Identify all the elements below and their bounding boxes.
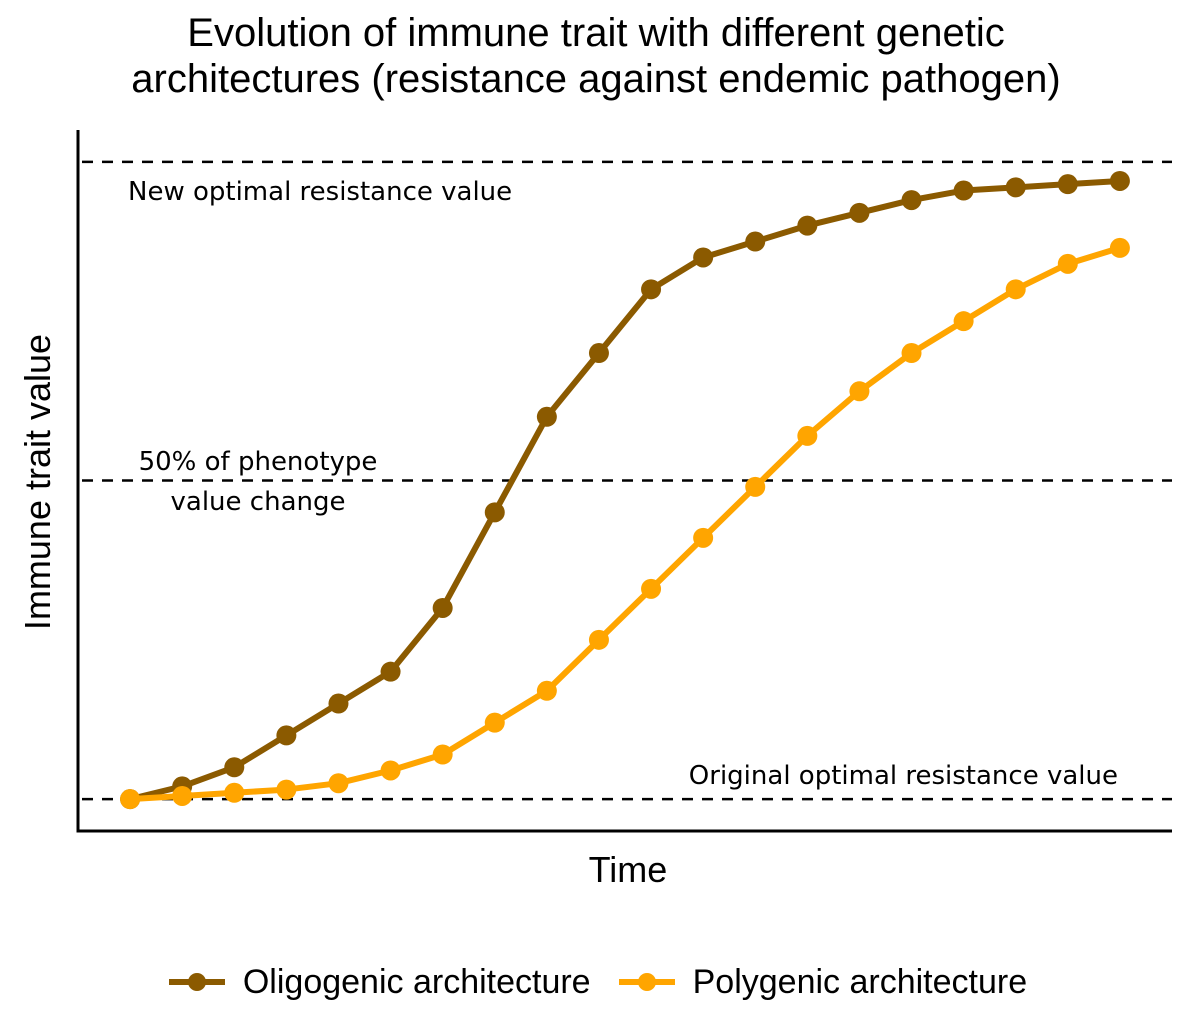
ref-label-new-optimum: New optimal resistance value bbox=[128, 177, 512, 207]
legend-label-oligogenic: Oligogenic architecture bbox=[242, 962, 591, 1001]
data-point-oligogenic-10 bbox=[588, 343, 609, 364]
data-point-oligogenic-15 bbox=[849, 202, 870, 223]
data-point-oligogenic-17 bbox=[953, 180, 974, 201]
legend: Oligogenic architecture Polygenic archit… bbox=[0, 962, 1192, 1002]
chart-title-line-2: architectures (resistance against endemi… bbox=[131, 57, 1061, 101]
legend-marker-oligogenic bbox=[187, 973, 206, 991]
legend-marker-polygenic bbox=[637, 973, 656, 991]
data-point-polygenic-19 bbox=[1057, 253, 1078, 274]
data-point-oligogenic-16 bbox=[901, 190, 922, 211]
data-point-oligogenic-12 bbox=[693, 247, 714, 268]
legend-key-oligogenic bbox=[168, 973, 225, 991]
data-point-polygenic-4 bbox=[276, 779, 297, 800]
legend-item-polygenic: Polygenic architecture bbox=[615, 962, 1028, 1002]
chart-title-line-1: Evolution of immune trait with different… bbox=[187, 11, 1005, 55]
series-line-polygenic bbox=[129, 245, 1121, 803]
chart-title: Evolution of immune trait with different… bbox=[0, 10, 1192, 102]
ref-label-original-optimum: Original optimal resistance value bbox=[689, 761, 1118, 791]
data-point-oligogenic-11 bbox=[641, 279, 662, 300]
data-point-polygenic-11 bbox=[641, 578, 662, 599]
data-point-oligogenic-14 bbox=[797, 215, 818, 236]
data-point-polygenic-10 bbox=[588, 629, 609, 650]
data-point-polygenic-12 bbox=[693, 527, 714, 548]
data-point-polygenic-17 bbox=[953, 311, 974, 332]
data-point-polygenic-15 bbox=[849, 381, 870, 402]
ref-label-half-change-line-2: value change bbox=[171, 487, 346, 517]
data-point-polygenic-18 bbox=[1005, 279, 1026, 300]
data-point-oligogenic-5 bbox=[328, 693, 349, 714]
data-point-polygenic-14 bbox=[797, 425, 818, 446]
data-point-polygenic-7 bbox=[432, 744, 453, 765]
legend-item-oligogenic: Oligogenic architecture bbox=[165, 962, 591, 1002]
data-point-oligogenic-6 bbox=[380, 661, 401, 682]
reference-lines bbox=[82, 160, 1172, 801]
ref-label-half-change-line-1: 50% of phenotype bbox=[139, 447, 378, 477]
data-point-oligogenic-3 bbox=[224, 757, 245, 778]
legend-key-polygenic bbox=[618, 973, 675, 991]
data-point-polygenic-20 bbox=[1109, 237, 1130, 258]
legend-label-polygenic: Polygenic architecture bbox=[692, 962, 1028, 1001]
data-point-oligogenic-4 bbox=[276, 725, 297, 746]
data-point-oligogenic-13 bbox=[745, 231, 766, 252]
data-point-oligogenic-7 bbox=[432, 597, 453, 618]
data-point-polygenic-5 bbox=[328, 773, 349, 794]
data-point-polygenic-6 bbox=[380, 760, 401, 781]
data-point-polygenic-16 bbox=[901, 343, 922, 364]
data-point-oligogenic-9 bbox=[536, 406, 557, 427]
data-point-oligogenic-18 bbox=[1005, 177, 1026, 198]
y-axis-label: Immune trait value bbox=[17, 334, 58, 630]
data-point-polygenic-8 bbox=[484, 712, 505, 733]
data-point-polygenic-2 bbox=[172, 785, 193, 806]
data-point-polygenic-13 bbox=[745, 476, 766, 497]
data-point-oligogenic-8 bbox=[484, 502, 505, 523]
data-point-polygenic-9 bbox=[536, 680, 557, 701]
x-axis-label: Time bbox=[589, 849, 668, 890]
data-point-polygenic-1 bbox=[120, 789, 141, 810]
series-layer bbox=[120, 170, 1130, 810]
data-point-oligogenic-19 bbox=[1057, 174, 1078, 195]
data-point-oligogenic-20 bbox=[1109, 170, 1130, 191]
data-point-polygenic-3 bbox=[224, 782, 245, 803]
